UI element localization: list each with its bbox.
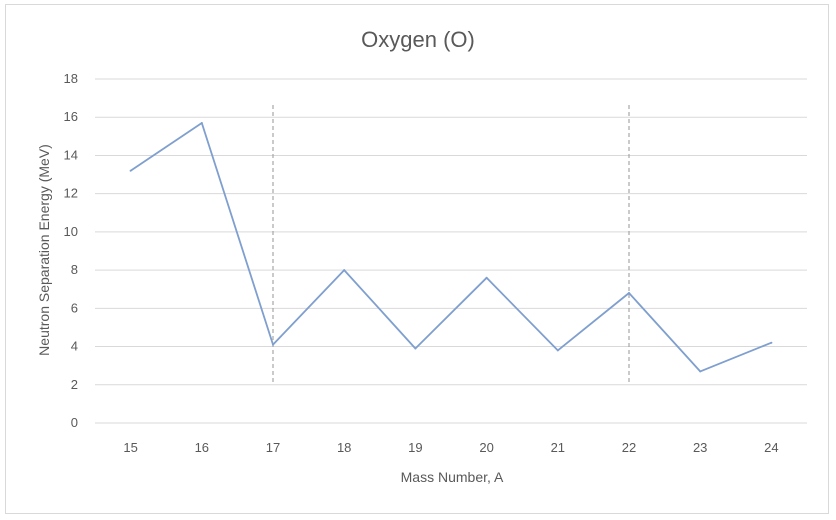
y-tick-label: 10 (64, 224, 78, 239)
series-line (130, 122, 772, 373)
series-group (129, 121, 773, 373)
data-point (414, 347, 417, 350)
gridlines (95, 78, 807, 424)
y-tick-label: 16 (64, 109, 78, 124)
vertical-markers (272, 105, 630, 382)
x-tick-label: 22 (622, 440, 636, 455)
x-tick-label: 16 (195, 440, 209, 455)
x-tick-label: 20 (479, 440, 493, 455)
y-tick-label: 8 (71, 262, 78, 277)
y-axis-label: Neutron Separation Energy (MeV) (36, 144, 52, 356)
data-point (343, 269, 346, 272)
x-tick-label: 21 (551, 440, 565, 455)
data-point (129, 169, 132, 172)
y-tick-label: 14 (64, 147, 78, 162)
y-tick-labels: 0 2 4 6 8 10 12 14 16 18 (64, 71, 78, 430)
y-tick-label: 18 (64, 71, 78, 86)
x-tick-label: 24 (764, 440, 778, 455)
x-tick-label: 23 (693, 440, 707, 455)
x-tick-label: 18 (337, 440, 351, 455)
data-point (770, 341, 773, 344)
data-point (699, 370, 702, 373)
y-tick-label: 4 (71, 339, 78, 354)
y-tick-label: 0 (71, 415, 78, 430)
x-axis-label: Mass Number, A (401, 469, 504, 485)
data-point (200, 121, 203, 124)
data-point (556, 349, 559, 352)
chart-frame (5, 4, 829, 514)
data-point (628, 292, 630, 295)
y-tick-label: 2 (71, 377, 78, 392)
x-tick-label: 19 (408, 440, 422, 455)
x-tick-label: 17 (266, 440, 280, 455)
chart-title: Oxygen (O) (361, 27, 475, 52)
y-tick-label: 12 (64, 186, 78, 201)
y-tick-label: 6 (71, 300, 78, 315)
data-point (485, 276, 488, 279)
data-point (272, 343, 274, 346)
x-tick-label: 15 (123, 440, 137, 455)
x-tick-labels: 15 16 17 18 19 20 21 22 23 24 (123, 440, 778, 455)
